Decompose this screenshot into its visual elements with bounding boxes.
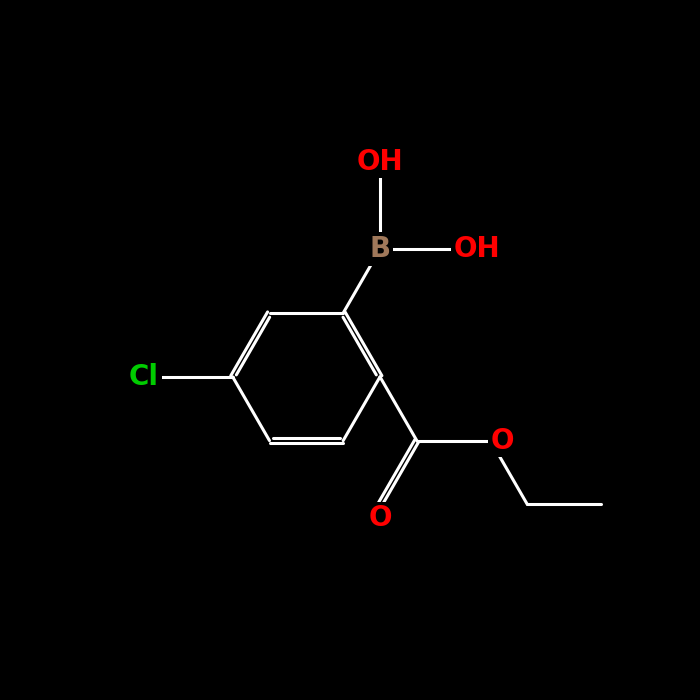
Text: OH: OH (454, 235, 500, 263)
Text: Cl: Cl (129, 363, 159, 391)
Text: B: B (370, 235, 391, 263)
Text: O: O (491, 426, 514, 454)
Text: OH: OH (357, 148, 403, 176)
Text: O: O (368, 505, 392, 533)
